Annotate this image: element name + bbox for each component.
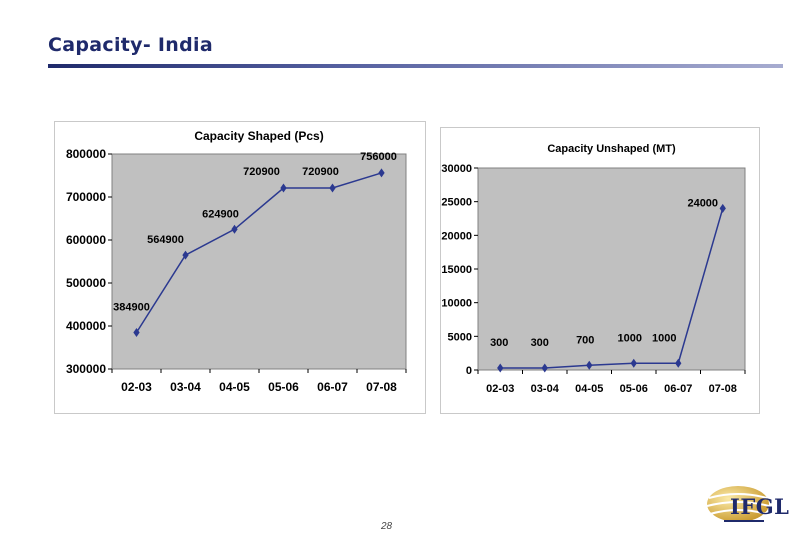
data-label-shaped: 720900 [302,166,339,178]
y-tick-label-unshaped: 5000 [448,331,472,343]
data-point-unshaped [630,358,637,368]
chart-svg-unshaped: Capacity Unshaped (MT) 0 5000 10000 15000 200… [441,143,746,395]
logo-text: IFGL [730,494,790,519]
chart-title-shaped: Capacity Shaped (Pcs) [194,129,323,143]
x-tick-label-unshaped: 06-07 [664,383,692,395]
plot-area-unshaped [477,167,746,371]
data-point-unshaped [719,203,726,213]
page-number: 28 [381,521,393,532]
y-tick-label-shaped: 800000 [66,147,106,161]
y-tick-label-unshaped: 10000 [441,298,472,310]
chart-title-unshaped: Capacity Unshaped (MT) [547,143,676,155]
data-point-unshaped [586,360,593,370]
data-label-shaped: 624900 [202,208,239,220]
data-label-unshaped: 24000 [687,197,718,209]
x-tick-label-shaped: 05-06 [268,380,299,394]
x-tick-label-shaped: 07-08 [366,380,397,394]
x-tick-label-shaped: 04-05 [219,380,250,394]
x-tick-label-unshaped: 04-05 [575,383,603,395]
data-label-unshaped: 700 [576,334,594,346]
y-tick-label-shaped: 300000 [66,362,106,376]
y-tick-label-unshaped: 25000 [441,197,472,209]
y-tick-label-unshaped: 20000 [441,230,472,242]
y-tick-label-unshaped: 0 [466,365,472,377]
y-tick-label-unshaped: 30000 [441,163,472,175]
x-tick-label-shaped: 02-03 [121,380,152,394]
data-label-shaped: 384900 [113,301,150,313]
data-point-shaped [329,183,336,193]
series-line-unshaped [500,208,724,369]
chart-capacity-unshaped: Capacity Unshaped (MT) 0 5000 10000 15000 200… [440,127,760,414]
data-point-shaped [231,224,238,234]
data-label-unshaped: 300 [531,337,549,349]
x-tick-label-unshaped: 07-08 [709,383,737,395]
chart-capacity-shaped: Capacity Shaped (Pcs) 300000 400000 500000 6… [54,121,426,414]
data-point-unshaped [541,363,548,373]
page-title: Capacity- India [48,34,213,56]
data-label-unshaped: 300 [490,337,508,349]
data-label-shaped: 756000 [360,151,397,163]
x-tick-label-shaped: 03-04 [170,380,201,394]
x-tick-label-unshaped: 03-04 [531,383,560,395]
data-point-shaped [378,168,385,178]
y-tick-label-shaped: 400000 [66,319,106,333]
data-point-unshaped [675,358,682,368]
y-tick-label-shaped: 500000 [66,276,106,290]
title-underline [48,64,783,68]
ifgl-logo: IFGL [704,484,796,528]
plot-area-shaped [111,153,407,370]
data-label-unshaped: 1000 [618,332,642,344]
x-tick-label-unshaped: 02-03 [486,383,514,395]
series-line-shaped [135,172,382,333]
y-tick-label-unshaped: 15000 [441,264,472,276]
chart-svg-shaped: Capacity Shaped (Pcs) 300000 400000 500000 6… [66,129,407,394]
x-tick-label-shaped: 06-07 [317,380,348,394]
data-label-shaped: 720900 [243,166,280,178]
x-tick-label-unshaped: 05-06 [620,383,648,395]
y-tick-label-shaped: 700000 [66,190,106,204]
data-label-shaped: 564900 [147,234,184,246]
data-label-unshaped: 1000 [652,332,676,344]
y-tick-label-shaped: 600000 [66,233,106,247]
data-point-shaped [182,250,189,260]
logo-globe-icon [706,486,770,522]
data-point-shaped [133,327,140,337]
